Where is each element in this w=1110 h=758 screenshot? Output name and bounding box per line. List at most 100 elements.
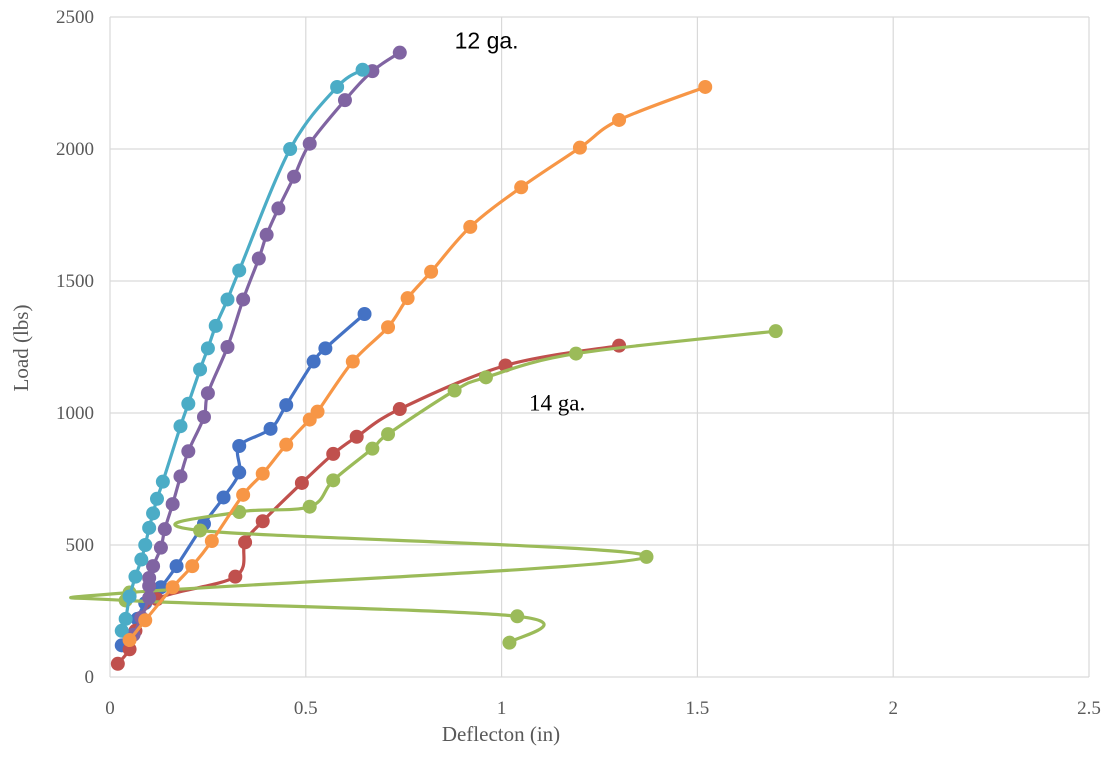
data-point <box>345 354 360 369</box>
data-point <box>612 112 627 127</box>
data-point <box>122 589 137 604</box>
data-point <box>142 520 157 535</box>
series-5 <box>114 62 370 638</box>
data-point <box>279 398 294 413</box>
data-point <box>279 437 294 452</box>
series-4 <box>126 45 407 642</box>
data-point <box>349 429 364 444</box>
data-point <box>157 522 172 537</box>
x-tick-label: 0.5 <box>294 698 318 719</box>
data-point <box>283 142 298 156</box>
data-point <box>142 590 157 605</box>
data-point <box>302 136 317 151</box>
data-point <box>155 474 170 489</box>
data-point <box>173 469 188 484</box>
data-point <box>232 505 247 519</box>
data-point <box>259 227 274 242</box>
data-point <box>514 180 529 195</box>
data-point <box>208 318 223 333</box>
data-point <box>204 534 219 549</box>
x-tick-label: 2.5 <box>1077 698 1101 719</box>
series-6 <box>122 79 713 648</box>
data-point <box>381 427 396 442</box>
data-point <box>232 439 247 453</box>
x-tick-label: 0 <box>105 698 115 719</box>
data-point <box>193 362 208 377</box>
y-axis-title: Load (lbs) <box>9 305 33 392</box>
data-point <box>447 383 462 398</box>
data-point <box>232 465 247 480</box>
data-point <box>146 506 161 521</box>
data-point <box>294 475 309 490</box>
data-point <box>392 45 407 60</box>
data-point <box>424 264 439 279</box>
data-point <box>381 320 396 335</box>
y-tick-label: 1500 <box>56 271 94 292</box>
series-line <box>131 51 402 637</box>
data-point <box>216 490 231 505</box>
data-point <box>138 538 153 552</box>
data-point <box>169 559 184 574</box>
data-point <box>255 514 270 529</box>
data-point <box>165 497 180 512</box>
data-point <box>357 307 372 321</box>
y-tick-label: 0 <box>85 667 95 688</box>
series-line <box>127 85 707 642</box>
data-point <box>302 499 317 514</box>
data-point <box>400 291 415 306</box>
annotation-12-ga: 12 ga. <box>455 28 519 54</box>
data-point <box>232 263 247 278</box>
data-point <box>128 569 143 584</box>
data-point <box>478 370 493 385</box>
data-point <box>768 324 783 339</box>
data-point <box>185 559 200 574</box>
data-point <box>220 340 235 354</box>
data-point <box>326 473 341 488</box>
y-tick-label: 1000 <box>56 403 94 424</box>
y-tick-label: 2500 <box>56 7 94 28</box>
data-point <box>306 354 321 369</box>
data-point <box>181 396 196 411</box>
y-tick-label: 2000 <box>56 139 94 160</box>
data-point <box>138 613 153 628</box>
data-point <box>330 79 345 94</box>
data-point <box>149 491 164 506</box>
data-point <box>228 569 243 584</box>
x-tick-label: 1.5 <box>686 698 710 719</box>
data-point <box>118 611 133 626</box>
data-point <box>196 409 211 424</box>
data-point <box>392 402 407 417</box>
x-tick-label: 1 <box>497 698 507 719</box>
data-point <box>146 559 161 574</box>
data-point <box>263 421 278 436</box>
data-point <box>287 169 302 184</box>
y-tick-label: 500 <box>66 535 95 556</box>
data-point <box>238 535 253 550</box>
x-axis-title: Deflecton (in) <box>442 722 560 746</box>
data-point <box>569 346 584 361</box>
data-point <box>255 466 270 481</box>
data-point <box>193 523 208 538</box>
data-point <box>698 79 713 94</box>
data-point <box>236 292 251 307</box>
data-point <box>200 386 215 401</box>
data-point <box>153 540 168 555</box>
data-point <box>236 487 251 502</box>
data-point <box>200 341 215 356</box>
data-point <box>165 580 180 595</box>
data-point <box>122 633 137 648</box>
data-point <box>114 623 129 638</box>
data-point <box>310 404 325 419</box>
annotation-14-ga: 14 ga. <box>529 390 585 415</box>
data-point <box>318 341 333 356</box>
data-point <box>181 444 196 459</box>
series-layer <box>69 45 783 671</box>
data-point <box>639 549 654 564</box>
data-point <box>251 251 266 266</box>
data-point <box>271 201 286 216</box>
data-point <box>142 571 157 585</box>
gridlines <box>109 16 1090 678</box>
tick-labels: 0 500 1000 1500 2000 2500 0 0.5 1 1.5 2 2.5 <box>56 7 1101 719</box>
